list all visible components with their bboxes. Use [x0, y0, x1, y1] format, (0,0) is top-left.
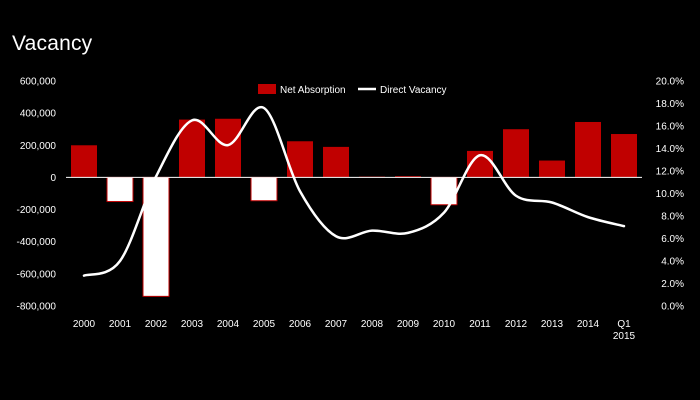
left-tick-label: 600,000 [20, 77, 57, 88]
right-tick-label: 12.0% [656, 167, 684, 178]
right-tick-label: 0.0% [661, 302, 684, 313]
right-tick-label: 4.0% [661, 257, 684, 268]
left-tick-label: 400,000 [20, 109, 57, 120]
right-tick-label: 20.0% [656, 77, 684, 88]
left-tick-label: 0 [50, 173, 56, 184]
x-tick-label: 2005 [253, 319, 276, 330]
right-tick-label: 2.0% [661, 279, 684, 290]
left-tick-label: -400,000 [17, 237, 57, 248]
bar-net-absorption-9 [395, 176, 421, 178]
x-tick-label: Q1 2015 [613, 319, 636, 342]
x-tick-label: 2010 [433, 319, 456, 330]
x-tick-label: 2007 [325, 319, 348, 330]
line-direct-vacancy [82, 105, 626, 277]
x-tick-label: 2008 [361, 319, 384, 330]
left-tick-label: -600,000 [17, 269, 57, 280]
legend-label-net-absorption: Net Absorption [280, 85, 346, 96]
right-tick-label: 18.0% [656, 99, 684, 110]
x-tick-label: 2009 [397, 319, 420, 330]
right-axis-ticks: 0.0% 2.0% 4.0% 6.0% 8.0% 10.0% 12.0% 14.0% 16.0%… [656, 77, 684, 313]
left-axis-ticks: -800,000 -600,000 -400,000 -200,000 0 200,000… [17, 77, 57, 313]
right-tick-label: 10.0% [656, 189, 684, 200]
bar-net-absorption-1 [106, 176, 134, 203]
bar-net-absorption-7 [323, 146, 349, 178]
x-tick-label: 2012 [505, 319, 528, 330]
left-tick-label: -800,000 [17, 302, 57, 313]
x-tick-label: 2001 [109, 319, 132, 330]
bar-net-absorption-13 [539, 160, 565, 178]
legend-label-direct-vacancy: Direct Vacancy [380, 85, 447, 96]
legend: Net Absorption Direct Vacancy [258, 84, 447, 96]
right-tick-label: 14.0% [656, 144, 684, 155]
chart-title: Vacancy [12, 32, 93, 55]
bar-net-absorption-14 [575, 121, 601, 178]
legend-swatch-net-absorption [258, 84, 276, 94]
left-tick-label: -200,000 [17, 205, 57, 216]
x-tick-label: 2002 [145, 319, 168, 330]
x-tick-label: 2006 [289, 319, 312, 330]
x-axis-ticks: 2000 2001 2002 2003 2004 2005 2006 2007 2008 2009… [73, 319, 636, 342]
left-tick-label: 200,000 [20, 141, 57, 152]
bar-net-absorption-15 [611, 134, 637, 178]
x-tick-label: 2011 [469, 319, 491, 330]
x-tick-label: 2013 [541, 319, 564, 330]
right-tick-label: 16.0% [656, 122, 684, 133]
bar-net-absorption-4 [215, 118, 241, 178]
right-tick-label: 8.0% [661, 212, 684, 223]
bar-net-absorption-12 [503, 129, 529, 178]
x-tick-label: 2004 [217, 319, 240, 330]
bar-net-absorption-5 [250, 176, 278, 202]
net-absorption-bars [71, 118, 637, 297]
x-tick-label: 2014 [577, 319, 600, 330]
x-tick-label: 2000 [73, 319, 96, 330]
x-tick-label: 2003 [181, 319, 204, 330]
direct-vacancy-line-group [82, 105, 626, 277]
bar-net-absorption-0 [71, 145, 97, 178]
right-tick-label: 6.0% [661, 234, 684, 245]
